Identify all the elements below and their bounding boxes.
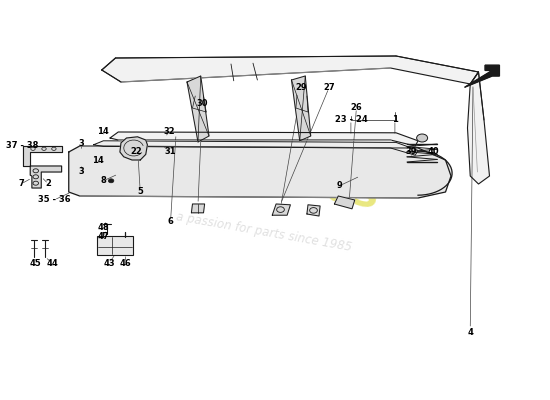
Polygon shape <box>69 146 451 198</box>
Polygon shape <box>30 166 62 188</box>
Polygon shape <box>187 76 209 142</box>
Text: 8: 8 <box>101 176 106 185</box>
Text: 5: 5 <box>138 188 143 196</box>
Text: 44: 44 <box>46 259 58 268</box>
Text: 23 - 24: 23 - 24 <box>334 116 367 124</box>
Text: 31: 31 <box>164 147 177 156</box>
Polygon shape <box>468 72 490 184</box>
Polygon shape <box>418 151 452 195</box>
Text: 26: 26 <box>350 104 362 112</box>
Polygon shape <box>272 204 290 215</box>
Polygon shape <box>292 76 311 141</box>
Text: 47: 47 <box>97 232 109 241</box>
Text: 4: 4 <box>468 328 473 337</box>
Text: 46: 46 <box>119 259 131 268</box>
Text: 3: 3 <box>79 140 84 148</box>
Text: 14: 14 <box>97 127 109 136</box>
Polygon shape <box>191 204 205 213</box>
Text: 7: 7 <box>18 180 24 188</box>
Polygon shape <box>110 132 418 146</box>
Text: 6: 6 <box>168 218 173 226</box>
Text: 45: 45 <box>30 259 42 268</box>
FancyBboxPatch shape <box>97 236 133 255</box>
Polygon shape <box>307 205 320 216</box>
Text: 32: 32 <box>163 127 175 136</box>
Polygon shape <box>465 65 499 87</box>
Text: 37 - 38: 37 - 38 <box>6 141 38 150</box>
Text: 1: 1 <box>392 116 398 124</box>
Text: 35 - 36: 35 - 36 <box>37 196 70 204</box>
Text: 2: 2 <box>46 180 51 188</box>
Polygon shape <box>120 137 147 160</box>
Text: 14: 14 <box>92 156 104 165</box>
Text: 40: 40 <box>427 148 439 156</box>
Text: euroPcres: euroPcres <box>144 135 384 217</box>
Text: 22: 22 <box>130 147 142 156</box>
Text: 3: 3 <box>79 167 84 176</box>
Text: 43: 43 <box>103 259 115 268</box>
Text: 39: 39 <box>406 148 417 156</box>
Circle shape <box>108 179 114 183</box>
Polygon shape <box>94 141 418 155</box>
Circle shape <box>417 134 428 142</box>
Text: 29: 29 <box>295 84 307 92</box>
Polygon shape <box>23 146 62 166</box>
Text: a passion for parts since 1985: a passion for parts since 1985 <box>175 210 353 254</box>
Text: 9: 9 <box>337 181 343 190</box>
Polygon shape <box>102 56 479 84</box>
Text: 48: 48 <box>97 223 109 232</box>
Text: 30: 30 <box>197 100 208 108</box>
Text: 27: 27 <box>323 84 335 92</box>
Polygon shape <box>334 196 355 209</box>
